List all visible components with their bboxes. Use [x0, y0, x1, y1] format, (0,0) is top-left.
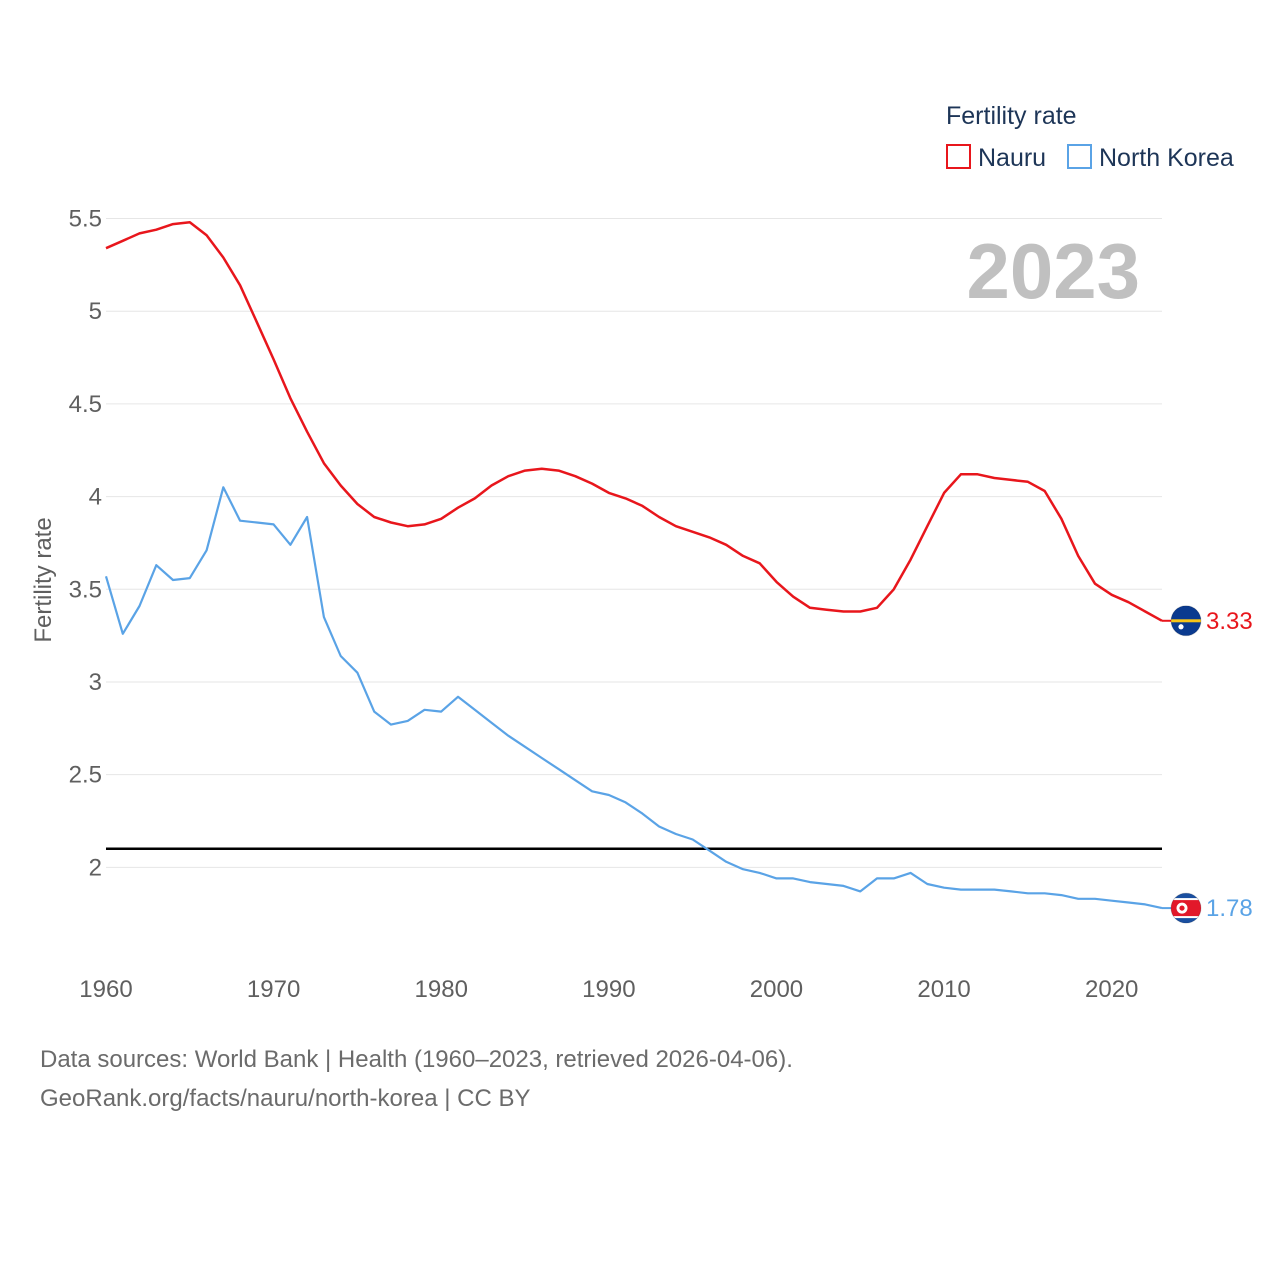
legend-swatch-north-korea [1067, 144, 1092, 169]
x-tick-1970: 1970 [247, 976, 300, 1003]
legend-label-nauru: Nauru [978, 144, 1046, 172]
y-axis-label: Fertility rate [30, 517, 57, 642]
series-lines [104, 220, 1163, 910]
x-tick-2020: 2020 [1085, 976, 1138, 1003]
y-tick-5: 5 [89, 298, 102, 325]
flag-ring-north-korea [1170, 892, 1202, 924]
y-tick-5.5: 5.5 [69, 206, 102, 233]
flag-ring-nauru [1170, 605, 1202, 637]
x-axis-ticks: 1960 1970 1980 1990 2000 2010 2020 [79, 976, 1138, 1003]
legend-item-north-korea[interactable]: North Korea [1067, 144, 1234, 172]
legend-swatch-nauru [946, 144, 971, 169]
x-tick-2000: 2000 [750, 976, 803, 1003]
x-tick-1980: 1980 [415, 976, 468, 1003]
x-tick-1960: 1960 [79, 976, 132, 1003]
y-tick-3: 3 [89, 669, 102, 696]
grid-lines [106, 218, 1162, 868]
north-korea-flag-icon [1170, 892, 1202, 924]
end-value-label-north-korea: 1.78 [1206, 895, 1253, 922]
y-tick-4.5: 4.5 [69, 391, 102, 418]
nauru-flag-stripe [1171, 619, 1201, 623]
north-korea-flag-star [1179, 905, 1185, 911]
end-value-label-nauru: 3.33 [1206, 608, 1253, 635]
y-tick-3.5: 3.5 [69, 576, 102, 603]
data-source-note: Data sources: World Bank | Health (1960–… [40, 1046, 793, 1073]
series-line-nauru [105, 220, 1163, 622]
flag-body-north-korea [1171, 893, 1201, 924]
flag-body-nauru [1171, 605, 1201, 636]
legend-label-north-korea: North Korea [1099, 144, 1234, 172]
legend-item-nauru[interactable]: Nauru [946, 144, 1046, 172]
y-tick-2.5: 2.5 [69, 762, 102, 789]
nauru-flag-icon [1170, 605, 1202, 637]
x-tick-1990: 1990 [582, 976, 635, 1003]
y-axis-ticks: 2 2.5 3 3.5 4 4.5 5 5.5 [69, 206, 102, 882]
y-tick-2: 2 [89, 854, 102, 881]
series-line-north-korea [104, 486, 1163, 910]
y-tick-4: 4 [89, 484, 102, 511]
source-url[interactable]: GeoRank.org/facts/nauru/north-korea | CC… [40, 1085, 531, 1112]
x-tick-2010: 2010 [917, 976, 970, 1003]
end-markers: 3.33 1.78 [1162, 605, 1253, 924]
year-watermark: 2023 [966, 227, 1140, 315]
nauru-flag-star [1178, 624, 1184, 630]
legend-title: Fertility rate [946, 102, 1077, 130]
